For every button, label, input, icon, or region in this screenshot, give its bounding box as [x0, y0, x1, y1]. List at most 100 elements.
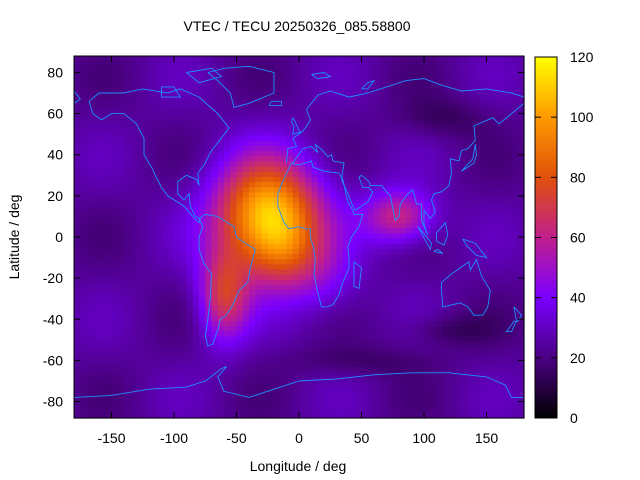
heatmap-cell [336, 119, 344, 126]
heatmap-cell [217, 392, 225, 399]
heatmap-cell [274, 248, 281, 255]
heatmap-cell [417, 402, 425, 409]
heatmap-cell [355, 63, 363, 69]
heatmap-cell [105, 407, 113, 414]
heatmap-cell [167, 176, 175, 183]
heatmap-cell [161, 135, 169, 141]
heatmap-cell [361, 294, 369, 301]
heatmap-cell [286, 124, 294, 131]
heatmap-cell [242, 145, 250, 152]
heatmap-cell [336, 299, 344, 306]
heatmap-cell [374, 212, 381, 219]
heatmap-cell [474, 124, 481, 131]
heatmap-cell [417, 135, 425, 141]
heatmap-cell [324, 232, 331, 239]
heatmap-cell [267, 181, 275, 188]
heatmap-cell [474, 83, 481, 90]
heatmap-cell [255, 73, 263, 80]
heatmap-cell [217, 289, 225, 296]
heatmap-cell [199, 243, 206, 249]
heatmap-cell [199, 63, 206, 69]
heatmap-cell [336, 315, 344, 321]
heatmap-cell [192, 263, 200, 270]
heatmap-cell [249, 88, 256, 95]
heatmap-cell [142, 376, 150, 383]
heatmap-cell [492, 104, 500, 111]
heatmap-cell [367, 299, 375, 306]
heatmap-cell [167, 207, 175, 213]
heatmap-cell [499, 73, 506, 80]
heatmap-cell [205, 171, 213, 177]
heatmap-cell [149, 284, 156, 291]
heatmap-cell [342, 376, 350, 383]
heatmap-cell [317, 155, 325, 162]
heatmap-cell [136, 227, 144, 234]
heatmap-cell [467, 320, 475, 327]
heatmap-cell [242, 279, 250, 285]
heatmap-cell [249, 202, 256, 208]
heatmap-cell [349, 397, 356, 404]
heatmap-cell [455, 274, 463, 280]
heatmap-cell [242, 248, 250, 255]
heatmap-cell [405, 289, 413, 296]
heatmap-cell [292, 284, 300, 291]
heatmap-cell [392, 109, 400, 116]
heatmap-cell [355, 402, 363, 409]
heatmap-cell [386, 320, 394, 327]
heatmap-cell [174, 340, 181, 347]
heatmap-cell [299, 88, 306, 95]
heatmap-cell [205, 351, 213, 357]
heatmap-cell [417, 371, 425, 378]
heatmap-cell [267, 196, 275, 203]
heatmap-cell [324, 212, 331, 219]
heatmap-cell [130, 340, 138, 347]
heatmap-cell [236, 217, 244, 224]
heatmap-cell [349, 88, 356, 95]
heatmap-cell [330, 243, 338, 249]
heatmap-cell [292, 294, 300, 301]
heatmap-cell [155, 258, 163, 265]
heatmap-cell [492, 330, 500, 337]
heatmap-cell [74, 304, 81, 311]
heatmap-cell [117, 243, 125, 249]
heatmap-cell [261, 412, 269, 419]
heatmap-cell [236, 104, 244, 111]
heatmap-cell [211, 340, 219, 347]
heatmap-cell [161, 248, 169, 255]
heatmap-cell [205, 238, 213, 244]
heatmap-cell [261, 124, 269, 131]
heatmap-cell [442, 397, 450, 404]
heatmap-cell [155, 232, 163, 239]
heatmap-cell [455, 310, 463, 316]
heatmap-cell [355, 315, 363, 321]
heatmap-cell [317, 196, 325, 203]
heatmap-cell [280, 310, 288, 316]
heatmap-cell [317, 202, 325, 208]
heatmap-cell [267, 315, 275, 321]
heatmap-cell [199, 248, 206, 255]
heatmap-cell [299, 155, 306, 162]
heatmap-cell [499, 124, 506, 131]
heatmap-cell [442, 78, 450, 85]
heatmap-cell [74, 330, 81, 337]
heatmap-cell [499, 392, 506, 399]
heatmap-cell [211, 243, 219, 249]
heatmap-cell [405, 196, 413, 203]
heatmap-cell [99, 407, 106, 414]
heatmap-cell [486, 315, 494, 321]
heatmap-cell [274, 166, 281, 172]
heatmap-cell [105, 83, 113, 90]
heatmap-cell [461, 407, 469, 414]
heatmap-cell [305, 366, 313, 373]
heatmap-cell [80, 402, 88, 409]
heatmap-cell [499, 232, 506, 239]
heatmap-cell [92, 299, 100, 306]
heatmap-cell [199, 392, 206, 399]
heatmap-cell [217, 407, 225, 414]
heatmap-cell [305, 268, 313, 275]
heatmap-cell [486, 253, 494, 260]
heatmap-cell [492, 207, 500, 213]
heatmap-cell [324, 217, 331, 224]
heatmap-cell [342, 160, 350, 167]
heatmap-cell [136, 263, 144, 270]
